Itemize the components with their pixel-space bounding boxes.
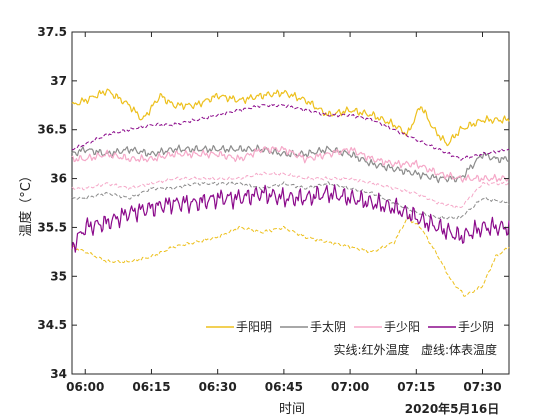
y-tick-label: 34.5 [37,318,67,332]
legend-label: 手太阴 [310,319,346,334]
x-axis: 06:00 06:15 06:30 06:45 07:00 07:15 07:30 [66,32,502,394]
x-tick-label: 06:00 [66,380,104,394]
series-layer [71,88,510,297]
plot-area [71,31,510,375]
x-tick-label: 06:30 [199,380,237,394]
legend-label: 手少阳 [384,320,420,334]
series-line-solid-5 [71,146,510,183]
series-line-solid-3 [71,144,510,184]
x-tick-label: 06:45 [265,380,303,394]
legend-label: 手阳明 [236,320,272,334]
series-line-dashed-2 [71,216,510,297]
y-axis: 34 34.5 35 35.5 36 36.5 37 37.5 [37,25,509,381]
x-axis-title: 时间 [279,402,305,417]
date-label: 2020年5月16日 [405,401,499,416]
y-tick-label: 37.5 [37,25,67,39]
line-style-note: 实线:红外温度 虚线:体表温度 [333,342,497,357]
y-tick-label: 37 [50,74,67,88]
series-line-dashed-6 [71,171,510,209]
y-tick-label: 34 [50,367,67,381]
x-tick-label: 07:30 [463,380,501,394]
legend-label: 手少阴 [458,320,494,334]
y-tick-label: 35 [50,269,67,283]
series-line-solid-1 [71,88,510,147]
y-axis-title: 温度（°C） [18,169,34,237]
y-tick-label: 36.5 [37,123,67,137]
legend: 手阳明 手太阴 手少阳 手少阴 [206,319,494,334]
series-line-solid-7 [71,184,510,253]
x-tick-label: 06:15 [132,380,170,394]
series-line-dashed-8 [71,103,510,161]
y-tick-label: 36 [50,172,67,186]
x-tick-label: 07:15 [397,380,435,394]
y-tick-label: 35.5 [37,220,67,234]
x-tick-label: 07:00 [331,380,369,394]
